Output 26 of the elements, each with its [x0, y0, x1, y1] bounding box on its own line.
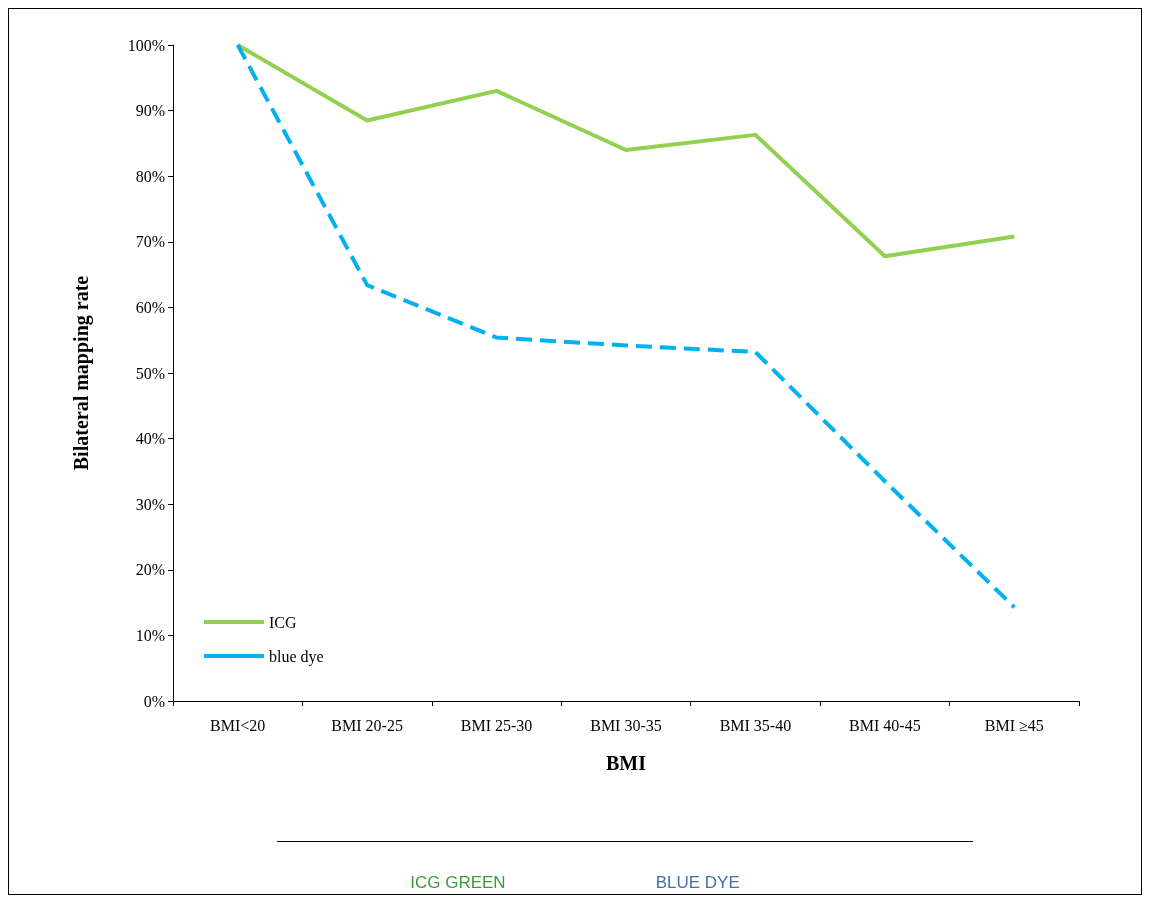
- line-series: [235, 43, 1017, 610]
- x-tick-label: BMI<20: [210, 716, 266, 734]
- y-axis-title: Bilateral mapping rate: [70, 275, 93, 471]
- x-tick-label: BMI 40-45: [849, 716, 921, 734]
- legend-label: blue dye: [269, 647, 324, 666]
- x-tick-label: BMI 30-35: [590, 716, 662, 734]
- y-tick-label: 80%: [135, 167, 165, 185]
- y-tick-label: 40%: [135, 430, 165, 448]
- y-tick-label: 0%: [143, 692, 165, 710]
- legend-label: ICG: [269, 613, 297, 631]
- x-tick-label: BMI ≥45: [984, 716, 1044, 734]
- x-axis-title: BMI: [606, 752, 647, 774]
- y-tick-label: 10%: [135, 626, 165, 644]
- y-tick-label: 20%: [135, 561, 165, 579]
- x-tick-label: BMI 20-25: [331, 716, 403, 734]
- y-tick-label: 100%: [127, 36, 165, 54]
- y-tick-label: 60%: [135, 298, 165, 316]
- text: BLUE DYE: [655, 873, 740, 893]
- x-tick-label: BMI 25-30: [460, 716, 533, 734]
- x-tick-label: BMI 35-40: [719, 716, 792, 734]
- text: ICG GREEN: [410, 873, 506, 893]
- y-tick-label: 50%: [135, 364, 165, 382]
- line-series: [235, 43, 1017, 259]
- y-tick-label: 30%: [135, 495, 165, 513]
- y-tick-label: 70%: [135, 233, 165, 251]
- y-tick-label: 90%: [135, 102, 165, 120]
